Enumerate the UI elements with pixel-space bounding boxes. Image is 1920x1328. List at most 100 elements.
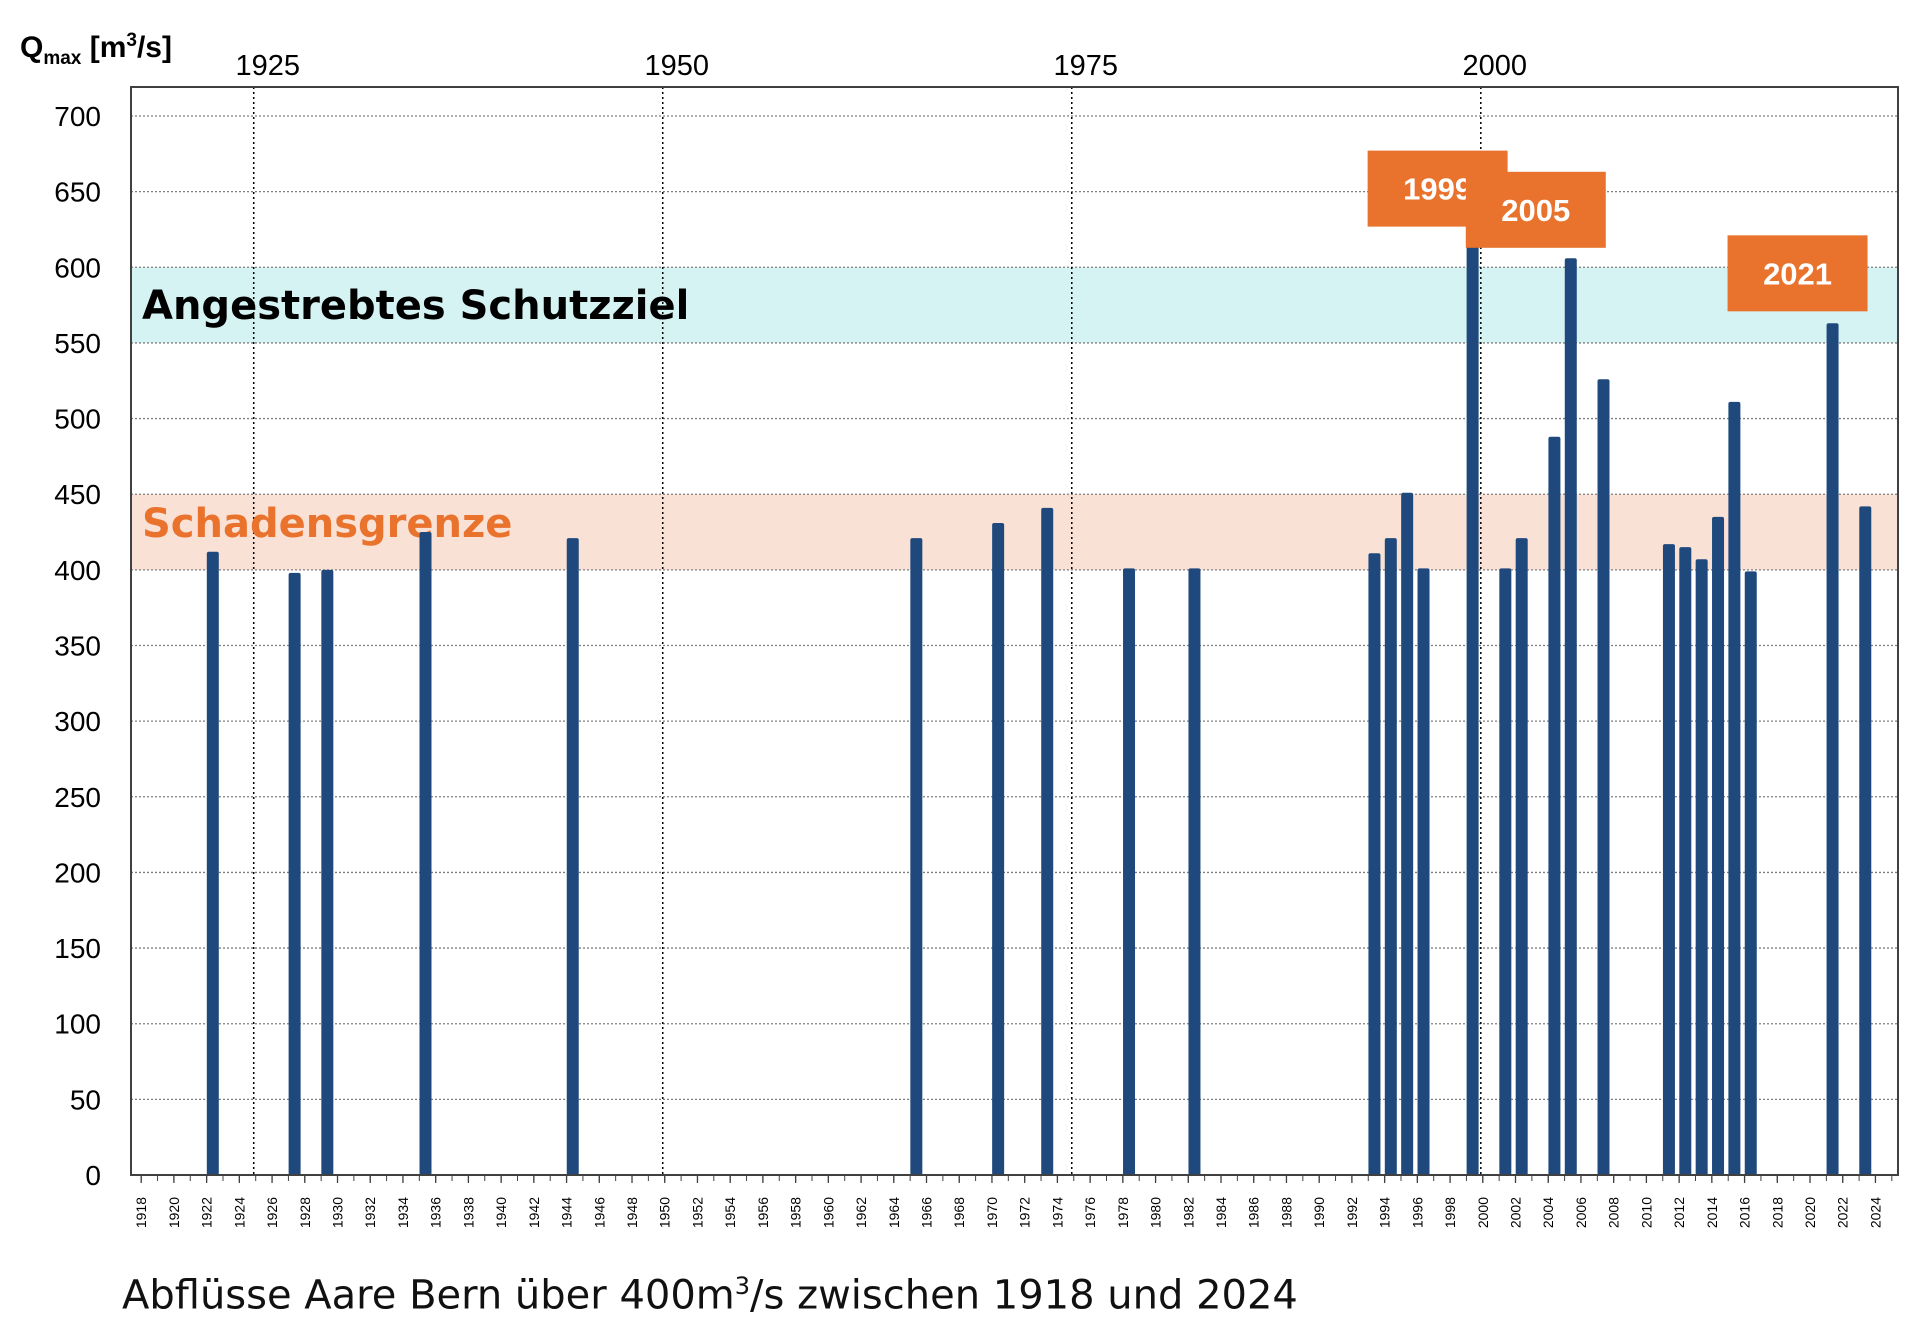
y-tick-label: 550: [54, 328, 101, 359]
y-tick-label: 200: [54, 857, 101, 888]
bar-2021: [1826, 323, 1839, 1175]
x-tick-label: 1950: [657, 1197, 673, 1228]
bar-1927: [288, 572, 301, 1175]
bar-1944: [566, 538, 579, 1175]
y-tick-label: 0: [85, 1160, 101, 1191]
bar-2016: [1744, 571, 1757, 1175]
y-tick-label: 50: [70, 1084, 101, 1115]
x-tick-label: 1968: [951, 1197, 967, 1228]
x-tick-label: 1928: [297, 1197, 313, 1228]
bar-1994: [1384, 538, 1397, 1175]
plot-frame: [130, 86, 1899, 1176]
bar-1973: [1041, 507, 1054, 1176]
annotation-label-2021: 2021: [1763, 256, 1832, 291]
x-tick-label: 1992: [1344, 1197, 1360, 1228]
x-tick-label: 1944: [559, 1197, 575, 1228]
bar-2014: [1712, 516, 1725, 1175]
y-tick-label: 650: [54, 177, 101, 208]
x-tick-label: 1952: [689, 1197, 705, 1228]
x-tick-label: 1978: [1115, 1197, 1131, 1228]
x-tick-label: 1962: [853, 1197, 869, 1228]
y-tick-label: 500: [54, 404, 101, 435]
x-tick-label: 2014: [1704, 1197, 1720, 1228]
x-tick-label: 1976: [1082, 1197, 1098, 1228]
bar-1996: [1417, 568, 1430, 1175]
bar-2012: [1679, 547, 1692, 1175]
x-tick-label: 2008: [1606, 1197, 1622, 1228]
x-tick-label: 1990: [1311, 1197, 1327, 1228]
band-label-schadensgrenze: Schadensgrenze: [142, 501, 512, 547]
bar-1922: [206, 551, 219, 1175]
bar-2013: [1695, 559, 1708, 1175]
annotation-label-2005: 2005: [1501, 193, 1570, 228]
x-tick-label: 2006: [1573, 1197, 1589, 1228]
y-tick-label: 150: [54, 933, 101, 964]
x-tick-label: 1954: [722, 1197, 738, 1228]
y-tick-label: 300: [54, 706, 101, 737]
x-tick-label: 2022: [1835, 1197, 1851, 1228]
band-label-schutzziel: Angestrebtes Schutzziel: [142, 283, 689, 329]
x-tick-label: 1974: [1049, 1197, 1065, 1228]
x-tick-label: 1970: [984, 1197, 1000, 1228]
x-tick-label: 1922: [199, 1197, 215, 1228]
bar-1993: [1368, 553, 1381, 1175]
bar-2023: [1859, 506, 1872, 1175]
x-tick-label: 1942: [526, 1197, 542, 1228]
x-tick-label: 2016: [1737, 1197, 1753, 1228]
x-tick-label: 1966: [919, 1197, 935, 1228]
x-tick-label: 1948: [624, 1197, 640, 1228]
bar-2011: [1662, 544, 1675, 1175]
x-tick-label: 1994: [1377, 1197, 1393, 1228]
x-tick-label: 1946: [591, 1197, 607, 1228]
y-tick-label: 400: [54, 555, 101, 586]
x-tick-label: 1932: [362, 1197, 378, 1228]
y-tick-label: 100: [54, 1009, 101, 1040]
x-tick-label: 2004: [1540, 1197, 1556, 1228]
x-tick-label: 2012: [1671, 1197, 1687, 1228]
annotation-label-1999: 1999: [1403, 172, 1472, 207]
x-tick-label: 1926: [264, 1197, 280, 1228]
bar-1965: [910, 538, 923, 1175]
x-tick-label: 1958: [788, 1197, 804, 1228]
x-tick-label: 1918: [133, 1197, 149, 1228]
x-tick-label: 1936: [428, 1197, 444, 1228]
y-tick-label: 700: [54, 101, 101, 132]
x-tick-label: 1930: [330, 1197, 346, 1228]
marker-label-1925: 1925: [235, 50, 300, 82]
marker-label-1950: 1950: [644, 50, 709, 82]
x-tick-label: 1998: [1442, 1197, 1458, 1228]
y-tick-label: 250: [54, 782, 101, 813]
y-tick-label: 600: [54, 252, 101, 283]
x-tick-label: 2024: [1867, 1197, 1883, 1228]
x-tick-label: 1940: [493, 1197, 509, 1228]
x-tick-label: 1920: [166, 1197, 182, 1228]
bar-2002: [1515, 538, 1528, 1175]
bar-1935: [419, 532, 432, 1175]
x-tick-label: 1988: [1278, 1197, 1294, 1228]
bar-1978: [1123, 568, 1136, 1175]
x-tick-label: 1960: [820, 1197, 836, 1228]
x-tick-label: 1980: [1148, 1197, 1164, 1228]
bar-2004: [1548, 436, 1561, 1175]
bar-1929: [321, 569, 334, 1175]
x-tick-label: 1924: [231, 1197, 247, 1228]
annotation-box-2005: [1465, 171, 1606, 248]
bar-1995: [1401, 492, 1414, 1175]
bar-2005: [1564, 258, 1577, 1175]
x-tick-label: 1986: [1246, 1197, 1262, 1228]
x-tick-label: 2002: [1508, 1197, 1524, 1228]
bar-2007: [1597, 379, 1610, 1175]
x-tick-label: 1956: [755, 1197, 771, 1228]
plot-layer: 0 50 100 150 200 250 300 350 400 450 500 550 600 650 7…: [54, 50, 1899, 1228]
bar-2001: [1499, 568, 1512, 1175]
x-tick-label: 2010: [1638, 1197, 1654, 1228]
x-tick-label: 2018: [1769, 1197, 1785, 1228]
bar-1982: [1188, 568, 1201, 1175]
band-0: [131, 267, 1898, 343]
x-tick-label: 1972: [1017, 1197, 1033, 1228]
x-tick-label: 1982: [1180, 1197, 1196, 1228]
bar-1999: [1466, 235, 1479, 1175]
x-tick-label: 1938: [460, 1197, 476, 1228]
x-tick-label: 2000: [1475, 1197, 1491, 1228]
